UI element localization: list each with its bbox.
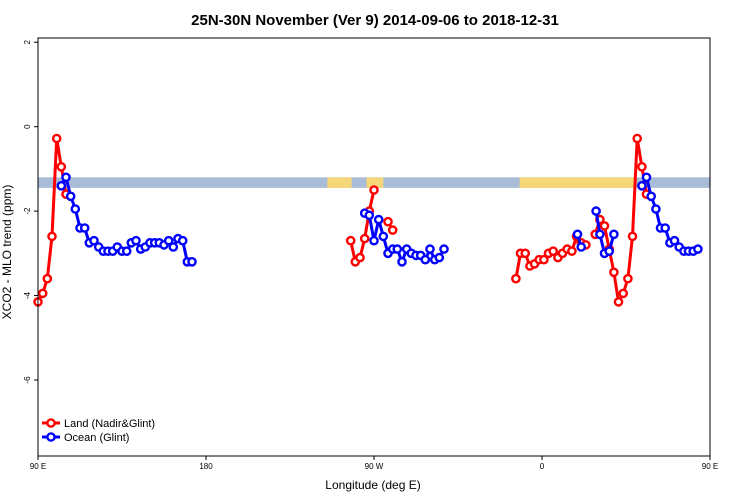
- data-point: [378, 231, 389, 242]
- data-point: [613, 297, 624, 307]
- data-point: [42, 273, 53, 284]
- y-axis: 2 0 -2 -4 -6: [23, 39, 38, 384]
- data-point: [669, 235, 680, 246]
- data-point: [373, 214, 384, 225]
- data-point: [627, 231, 638, 242]
- x-axis: 90 E 180 90 W 0 90 E: [30, 456, 718, 471]
- legend-marker: [46, 432, 56, 442]
- data-point: [187, 256, 197, 267]
- data-point: [609, 267, 619, 278]
- land-band-segment: [519, 177, 636, 188]
- series-land: [33, 133, 652, 307]
- data-point: [420, 254, 431, 265]
- data-point: [567, 246, 577, 256]
- x-tick-label: 90 E: [702, 462, 718, 471]
- data-point: [121, 246, 132, 256]
- data-point: [387, 225, 398, 235]
- data-point: [397, 256, 407, 267]
- data-point: [383, 216, 393, 227]
- data-point: [56, 180, 67, 191]
- data-point: [89, 235, 99, 246]
- data-point: [520, 248, 531, 259]
- data-point: [434, 252, 445, 263]
- y-axis-label: XCO2 - MLO trend (ppm): [0, 185, 14, 320]
- land-band-segment: [327, 177, 352, 188]
- data-point: [511, 273, 521, 284]
- land-ocean-band: [38, 177, 710, 188]
- x-tick-label: 90 E: [30, 462, 46, 471]
- data-point: [693, 244, 703, 254]
- data-point: [359, 233, 370, 244]
- data-point: [637, 180, 647, 191]
- data-point: [163, 235, 174, 246]
- data-point: [632, 133, 643, 144]
- data-point: [623, 273, 633, 284]
- data-point: [79, 223, 90, 233]
- x-tick-label: 180: [199, 462, 213, 471]
- series-layer: [33, 133, 703, 307]
- data-point: [51, 133, 62, 144]
- y-tick-label: -6: [23, 376, 32, 384]
- land-band-segment: [366, 177, 384, 188]
- data-point: [177, 235, 188, 246]
- data-point: [637, 161, 647, 172]
- data-point: [595, 229, 605, 240]
- data-point: [364, 210, 375, 221]
- legend-marker: [46, 418, 56, 428]
- data-point: [641, 172, 652, 183]
- data-point: [168, 242, 179, 252]
- data-point: [56, 161, 67, 172]
- data-point: [609, 229, 619, 240]
- data-point: [355, 252, 365, 263]
- x-axis-label: Longitude (deg E): [325, 478, 420, 492]
- chart-title: 25N-30N November (Ver 9) 2014-09-06 to 2…: [191, 12, 559, 29]
- legend-label: Ocean (Glint): [64, 432, 129, 444]
- data-point: [539, 254, 549, 265]
- x-tick-label: 90 W: [365, 462, 384, 471]
- x-tick-label: 0: [540, 462, 545, 471]
- data-point: [392, 244, 403, 254]
- legend-label: Land (Nadir&Glint): [64, 418, 155, 430]
- data-point: [369, 235, 379, 246]
- data-point: [425, 244, 435, 254]
- data-point: [37, 288, 48, 299]
- series-ocean: [56, 172, 703, 267]
- data-point: [439, 244, 449, 254]
- data-point: [604, 246, 615, 256]
- data-point: [369, 185, 379, 195]
- legend: Land (Nadir&Glint) Ocean (Glint): [42, 418, 155, 444]
- y-tick-label: 2: [23, 39, 32, 44]
- data-point: [576, 242, 587, 252]
- data-point: [572, 229, 583, 240]
- data-point: [599, 221, 610, 231]
- data-point: [131, 235, 141, 246]
- y-tick-label: -2: [23, 207, 32, 215]
- data-point: [591, 206, 601, 216]
- y-tick-label: 0: [23, 124, 32, 129]
- data-point: [345, 235, 356, 246]
- data-point: [618, 288, 629, 299]
- y-tick-label: -4: [23, 291, 32, 299]
- data-point: [646, 191, 657, 202]
- data-point: [65, 191, 76, 202]
- data-point: [651, 204, 661, 214]
- data-point: [660, 223, 671, 233]
- data-point: [61, 172, 71, 183]
- data-point: [70, 204, 81, 214]
- data-point: [47, 231, 57, 242]
- data-point: [548, 246, 559, 256]
